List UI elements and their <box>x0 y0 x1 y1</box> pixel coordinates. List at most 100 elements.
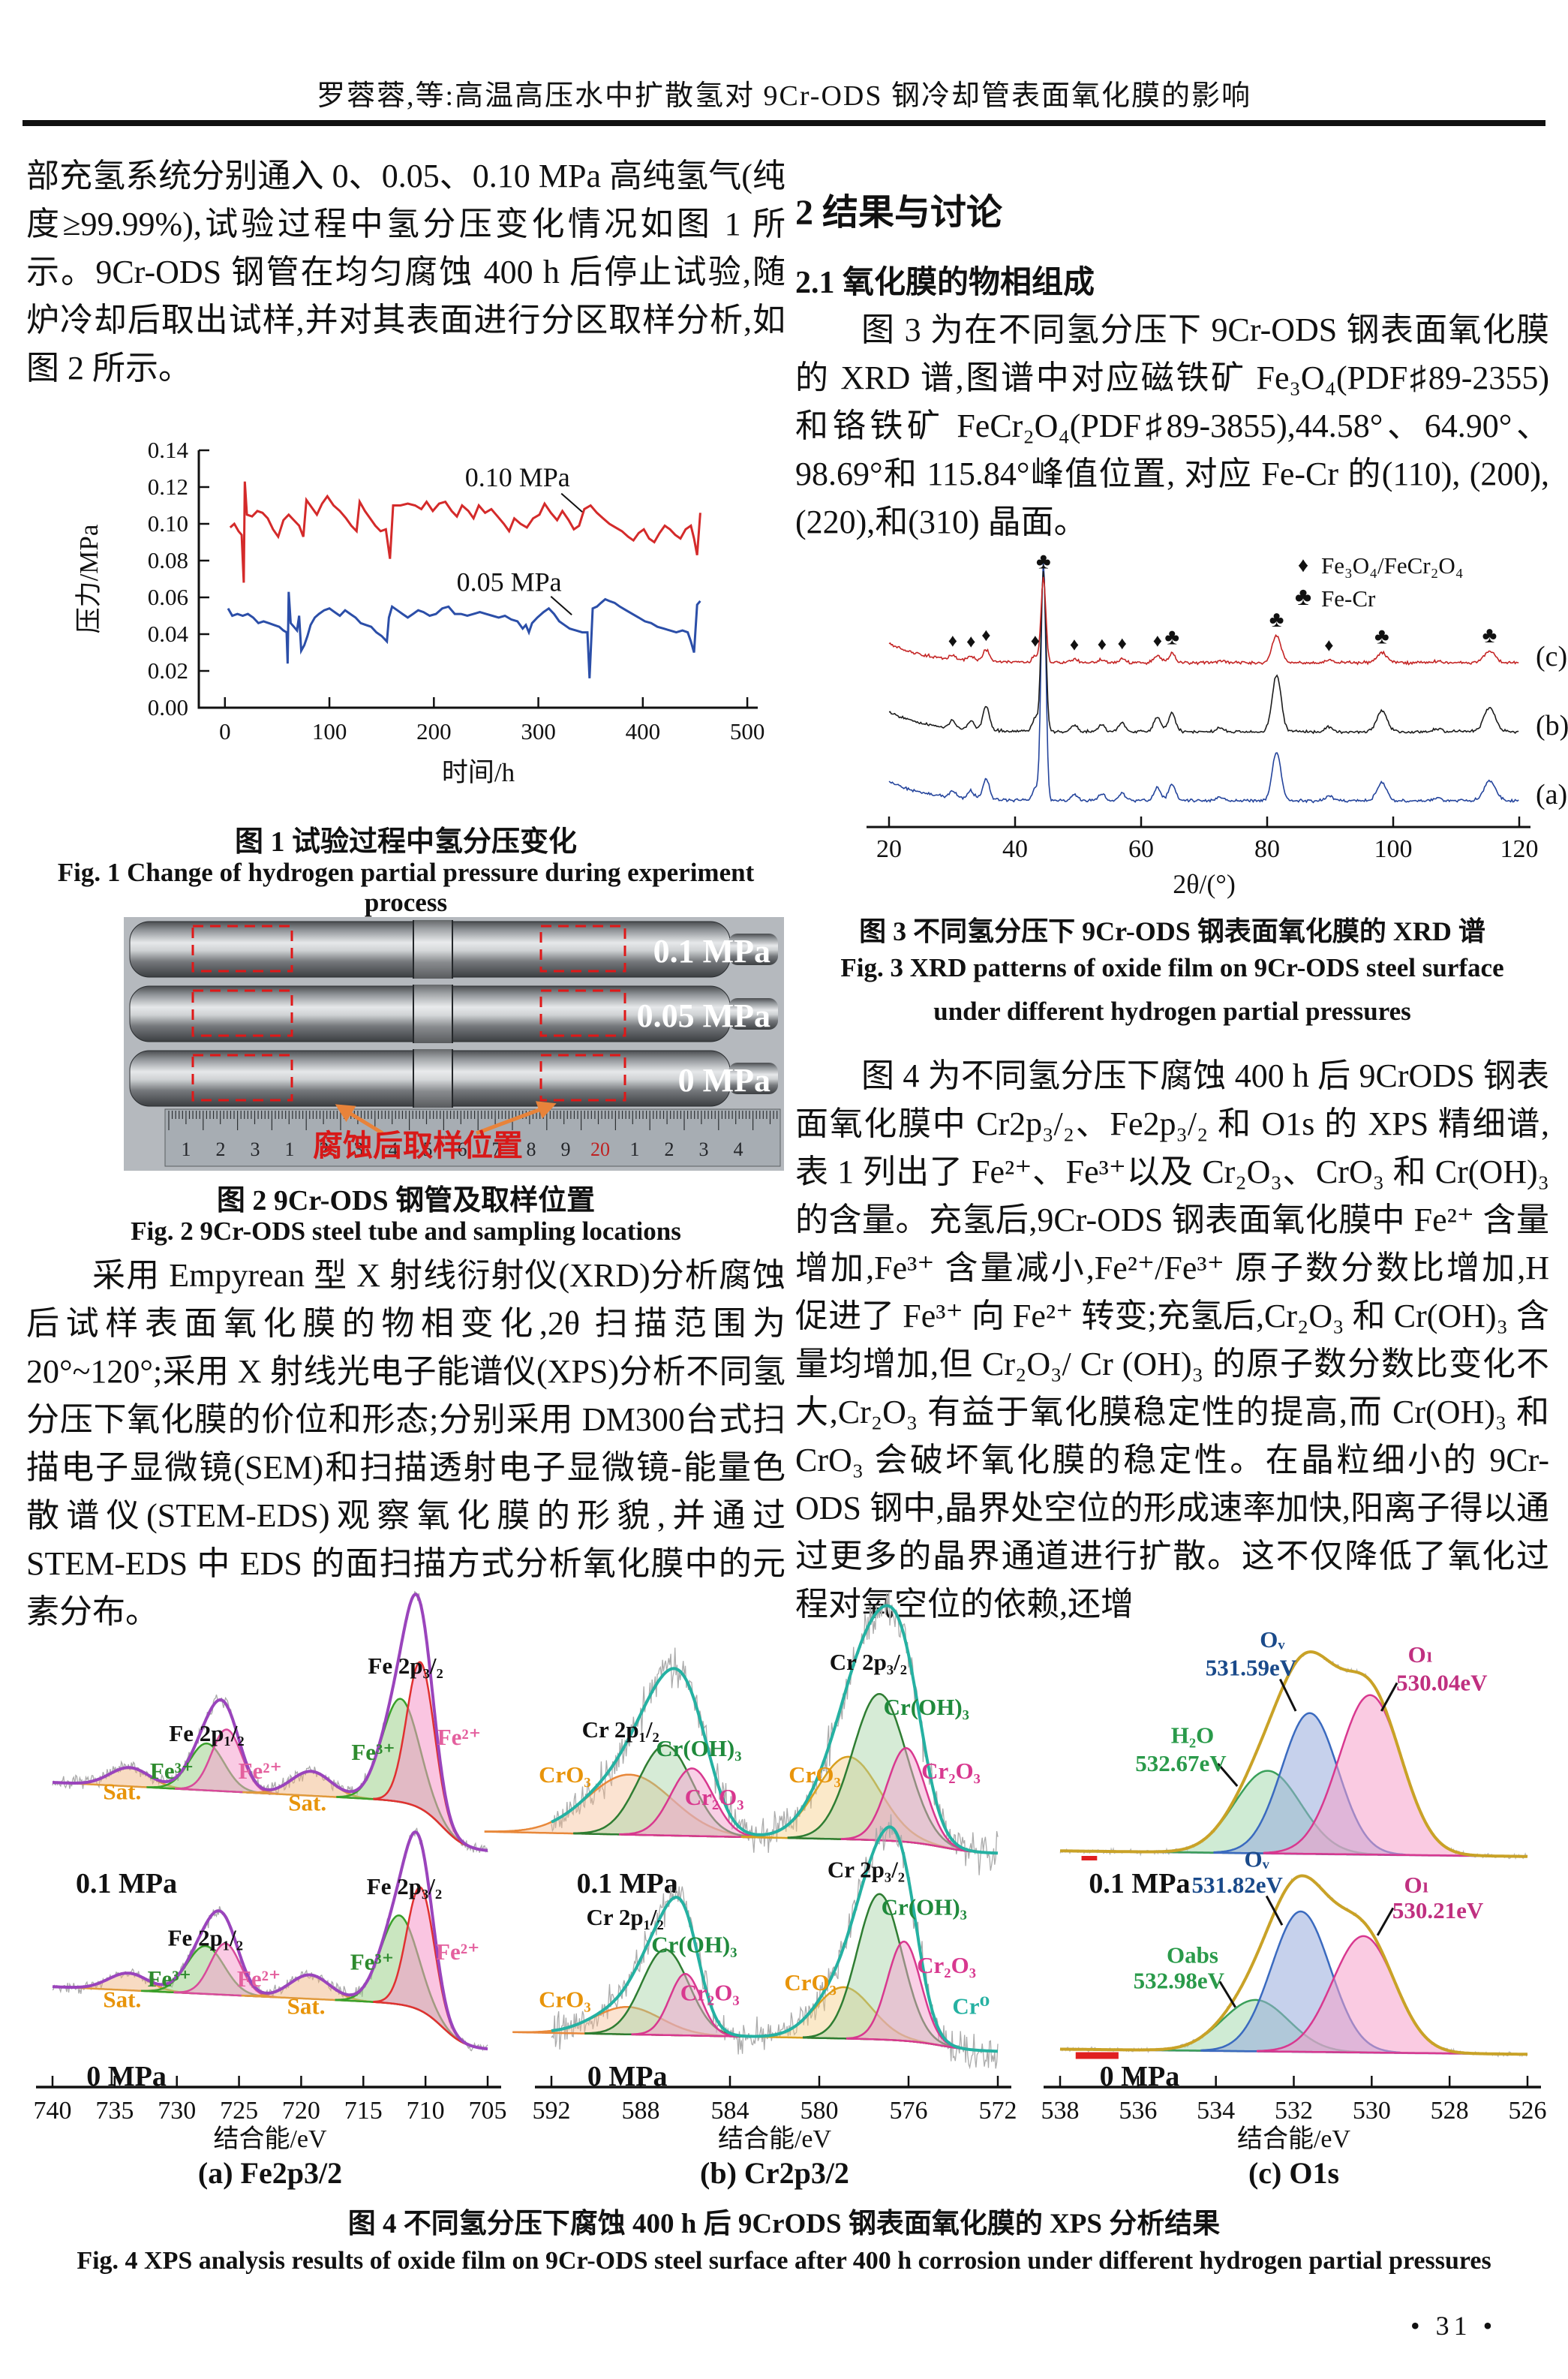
figure4-caption-cn: 图 4 不同氢分压下腐蚀 400 h 后 9CrODS 钢表面氧化膜的 XPS … <box>347 2209 1221 2239</box>
x-tick-label: 120 <box>1500 835 1539 863</box>
x-axis-label: 结合能/eV <box>718 2125 832 2153</box>
x-tick-label: 100 <box>312 718 347 744</box>
annotation-leader <box>560 492 583 513</box>
figure2-caption-en: Fig. 2 9Cr-ODS steel tube and sampling l… <box>131 1217 681 1246</box>
figure3-caption-cn: 图 3 不同氢分压下 9Cr-ODS 钢表面氧化膜的 XRD 谱 <box>859 916 1485 946</box>
species-label: 530.21eV <box>1392 1897 1484 1923</box>
x-tick-label: 740 <box>34 2097 72 2125</box>
sampling-location-box <box>191 989 293 1037</box>
y-axis-label: 压力/MPa <box>74 524 104 633</box>
x-tick-label: 715 <box>344 2097 383 2125</box>
x-axis-label: 时间/h <box>442 758 515 787</box>
series-0.10MPa <box>229 481 701 583</box>
x-tick-label: 528 <box>1431 2097 1469 2125</box>
species-label: Cr 2p₁/₂ <box>587 1904 664 1930</box>
x-tick-label: 500 <box>730 718 765 744</box>
trace-label: (b) <box>1536 710 1568 741</box>
sampling-text: 腐蚀后取样位置 <box>313 1129 523 1162</box>
x-tick-label: 80 <box>1254 835 1280 863</box>
subsection-heading-phase: 2.1 氧化膜的物相组成 <box>795 266 1095 300</box>
envelope <box>551 1604 999 1855</box>
legend-marker: ♣ <box>1295 583 1311 611</box>
x-tick-label: 705 <box>469 2097 507 2125</box>
ruler-number: 1 <box>182 1138 191 1160</box>
ruler-number: 2 <box>320 1138 329 1160</box>
species-label: Fe²⁺ <box>239 1758 282 1784</box>
sampling-location-box <box>539 925 626 973</box>
species-label: Fe²⁺ <box>237 1965 281 1992</box>
species-label: Fe³⁺ <box>350 1948 394 1974</box>
sampling-location-box <box>539 989 626 1037</box>
header-rule <box>23 120 1545 126</box>
ruler-number: 2 <box>665 1138 674 1160</box>
x-tick-label: 200 <box>416 718 452 744</box>
diamond-marker: ♦ <box>981 626 990 645</box>
species-label: Cr₂O₃ <box>685 1784 744 1810</box>
species-label: Fe²⁺ <box>436 1938 479 1965</box>
y-tick-label: 0.12 <box>148 474 188 500</box>
envelope <box>1059 1650 1528 1858</box>
ruler-number: 20 <box>590 1138 610 1160</box>
species-label: 532.98eV <box>1134 1968 1225 1994</box>
club-marker: ♣ <box>1036 549 1051 573</box>
species-label: Cr⁰ <box>952 1993 990 2020</box>
x-tick-label: 710 <box>407 2097 445 2125</box>
xrd-trace-(c) <box>888 576 1519 666</box>
species-label: Fe 2p₃/₂ <box>367 1873 442 1899</box>
figure3-xrd-chart: 20 40 60 80 100 120 2θ/(°) ♦ Fe₃O₄/FeCr₂O₄ ♣ Fe-Cr… <box>867 549 1568 899</box>
envelope <box>52 1830 488 2051</box>
species-label: Oᵥ <box>1260 1626 1285 1653</box>
label-leader <box>1265 1895 1284 1926</box>
sampling-location-box <box>191 1054 293 1102</box>
x-tick-label: 720 <box>282 2097 320 2125</box>
subplot-label: (a) Fe2p3/2 <box>198 2156 342 2190</box>
panel-pressure-label: 0.1 MPa <box>1089 1868 1190 1899</box>
raw-signal <box>551 1592 999 1875</box>
species-label: Cr(OH)₃ <box>651 1932 737 1958</box>
x-tick-label: 584 <box>711 2097 749 2125</box>
sampling-location-box <box>191 925 293 973</box>
tube-end-rod <box>728 998 778 1030</box>
paragraph-intro: 部充氢系统分别通入 0、0.05、0.10 MPa 高纯氢气(纯度≥99.99%… <box>26 158 786 386</box>
series-0.05MPa <box>227 591 701 678</box>
y-tick-label: 0.08 <box>148 547 188 573</box>
x-tick-label: 538 <box>1041 2097 1080 2125</box>
diamond-marker: ♦ <box>1324 636 1333 656</box>
label-leader <box>1218 1980 1236 2008</box>
y-tick-label: 0.04 <box>148 621 189 647</box>
section-heading-results: 2 结果与讨论 <box>795 193 1003 233</box>
trace-label: (c) <box>1536 641 1567 672</box>
figure1-caption-en: Fig. 1 Change of hydrogen partial pressu… <box>57 858 755 917</box>
label-leader <box>1217 1763 1239 1787</box>
x-tick-label: 20 <box>876 835 902 863</box>
ruler-number: 4 <box>389 1138 398 1160</box>
species-label: Oₗ <box>1404 1872 1428 1898</box>
subplot-label: (b) Cr2p3/2 <box>700 2156 849 2190</box>
species-label: Fe 2p₃/₂ <box>368 1653 443 1679</box>
paragraph-xrd: 图 3 为在不同氢分压下 9Cr-ODS 钢表面氧化膜的 XRD 谱,图谱中对应… <box>795 311 1549 540</box>
x-tick-label: 580 <box>801 2097 839 2125</box>
x-tick-label: 400 <box>626 718 661 744</box>
ruler-number: 9 <box>561 1138 571 1160</box>
figure1-caption-cn: 图 1 试验过程中氢分压变化 <box>234 826 577 858</box>
envelope <box>52 1593 488 1852</box>
annotation-leader <box>550 596 572 616</box>
figure3-caption-en1: Fig. 3 XRD patterns of oxide film on 9Cr… <box>840 953 1504 982</box>
species-label: Sat. <box>103 1987 141 2013</box>
species-label: 532.67eV <box>1135 1750 1227 1776</box>
ruler-number: 8 <box>527 1138 536 1160</box>
x-tick-label: 530 <box>1353 2097 1391 2125</box>
annotation: 0.05 MPa <box>457 567 562 597</box>
species-label: Cr₂O₃ <box>917 1952 976 1978</box>
species-label: 531.59eV <box>1206 1655 1297 1681</box>
diamond-marker: ♦ <box>948 631 957 651</box>
species-label: Cr(OH)₃ <box>656 1735 741 1761</box>
species-label: H₂O <box>1171 1722 1215 1749</box>
x-tick-label: 730 <box>158 2097 196 2125</box>
x-tick-label: 534 <box>1197 2097 1235 2125</box>
y-tick-label: 0.06 <box>148 584 188 610</box>
